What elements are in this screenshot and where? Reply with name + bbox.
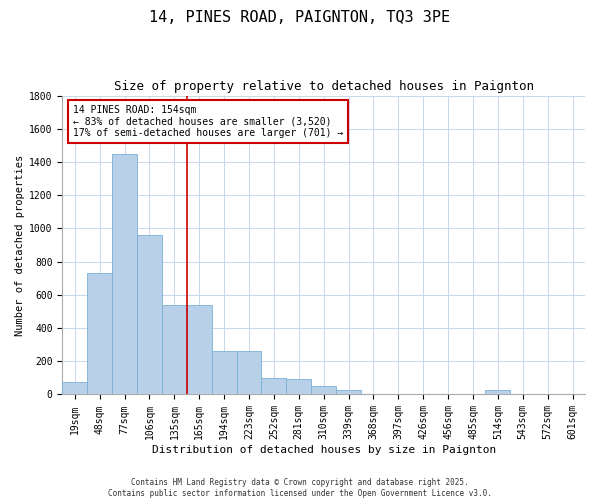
Bar bbox=[286, 378, 311, 394]
Text: 14, PINES ROAD, PAIGNTON, TQ3 3PE: 14, PINES ROAD, PAIGNTON, TQ3 3PE bbox=[149, 10, 451, 25]
Bar bbox=[212, 352, 236, 395]
Bar bbox=[236, 352, 262, 395]
Bar bbox=[485, 390, 511, 394]
Title: Size of property relative to detached houses in Paignton: Size of property relative to detached ho… bbox=[113, 80, 533, 93]
Bar bbox=[262, 378, 286, 394]
Bar bbox=[112, 154, 137, 394]
Bar bbox=[162, 305, 187, 394]
Text: Contains HM Land Registry data © Crown copyright and database right 2025.
Contai: Contains HM Land Registry data © Crown c… bbox=[108, 478, 492, 498]
Bar bbox=[62, 382, 87, 394]
Bar bbox=[87, 273, 112, 394]
Bar bbox=[311, 386, 336, 394]
Bar bbox=[137, 235, 162, 394]
Bar bbox=[187, 305, 212, 394]
Text: 14 PINES ROAD: 154sqm
← 83% of detached houses are smaller (3,520)
17% of semi-d: 14 PINES ROAD: 154sqm ← 83% of detached … bbox=[73, 104, 343, 138]
X-axis label: Distribution of detached houses by size in Paignton: Distribution of detached houses by size … bbox=[152, 445, 496, 455]
Y-axis label: Number of detached properties: Number of detached properties bbox=[15, 154, 25, 336]
Bar bbox=[336, 390, 361, 394]
